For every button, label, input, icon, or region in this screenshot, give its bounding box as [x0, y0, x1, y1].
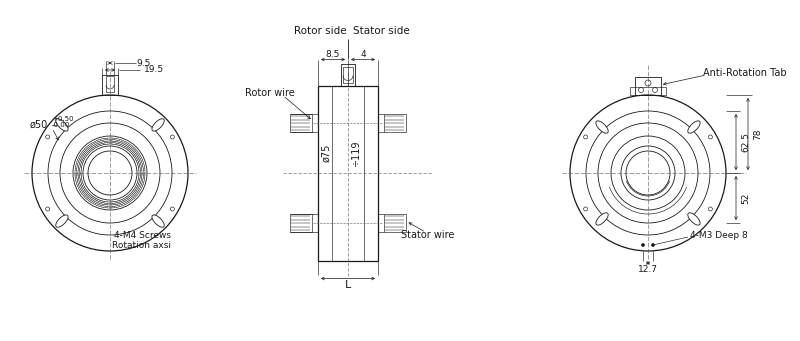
Bar: [102, 75, 118, 95]
Circle shape: [651, 243, 654, 247]
Ellipse shape: [596, 213, 608, 225]
Text: 12.7: 12.7: [638, 266, 658, 275]
Bar: [318, 86, 378, 261]
Circle shape: [642, 243, 645, 247]
Bar: [384, 214, 406, 232]
Bar: [384, 114, 406, 132]
Text: Rotor wire: Rotor wire: [245, 89, 295, 99]
Bar: [332, 86, 364, 261]
Text: Rotor side: Rotor side: [294, 26, 346, 35]
Ellipse shape: [688, 213, 700, 225]
Text: 19.5: 19.5: [144, 65, 164, 74]
Bar: [341, 63, 355, 86]
Bar: [290, 214, 312, 232]
Ellipse shape: [688, 121, 700, 133]
Text: +0.50: +0.50: [52, 116, 74, 122]
Ellipse shape: [56, 215, 68, 227]
Bar: [290, 114, 312, 132]
Bar: [635, 77, 661, 95]
Text: ø50: ø50: [30, 120, 48, 130]
Text: Stator side: Stator side: [353, 26, 410, 35]
Ellipse shape: [152, 119, 164, 131]
Bar: [630, 87, 666, 95]
Text: L: L: [345, 281, 351, 291]
Bar: [106, 76, 114, 92]
Text: 8.5: 8.5: [326, 50, 340, 59]
Ellipse shape: [56, 119, 68, 131]
Text: 9.5: 9.5: [136, 59, 150, 68]
Text: ÷119: ÷119: [351, 140, 361, 166]
Text: -0.00: -0.00: [52, 122, 70, 128]
Ellipse shape: [596, 121, 608, 133]
Text: Stator wire: Stator wire: [402, 231, 454, 240]
Text: 78: 78: [754, 128, 762, 140]
Text: ø75: ø75: [321, 144, 331, 162]
Text: 4-M4 Screws: 4-M4 Screws: [114, 231, 170, 239]
Text: 4: 4: [360, 50, 366, 59]
Text: Anti-Rotation Tab: Anti-Rotation Tab: [703, 68, 786, 78]
Text: 4-M3 Deep 8: 4-M3 Deep 8: [690, 232, 748, 240]
Text: Rotation axsi: Rotation axsi: [113, 240, 171, 250]
Bar: [343, 66, 353, 83]
Ellipse shape: [152, 215, 164, 227]
Text: 52: 52: [742, 192, 750, 204]
Text: 62.5: 62.5: [742, 132, 750, 152]
